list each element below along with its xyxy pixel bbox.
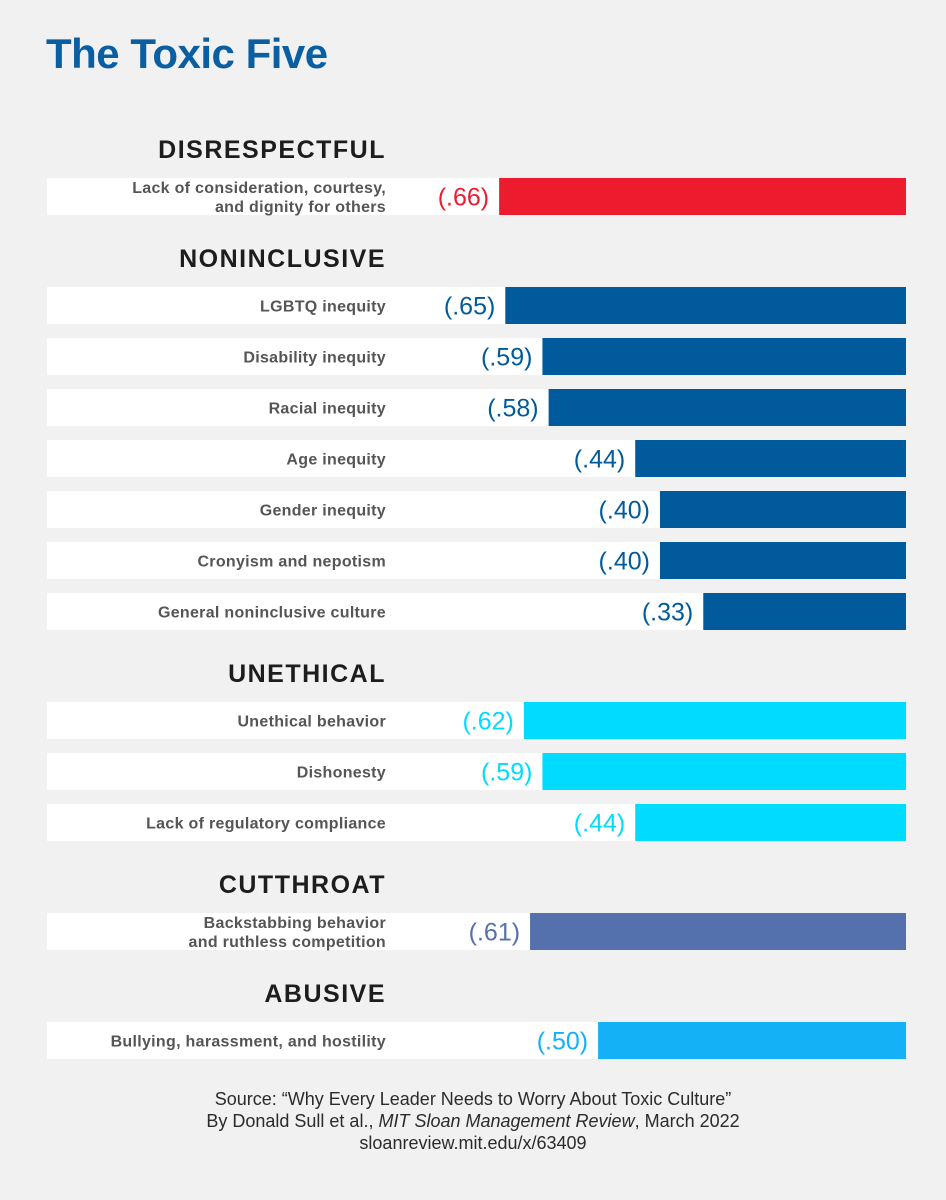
value-label: (.33) <box>642 599 693 627</box>
value-label: (.50) <box>537 1028 588 1056</box>
value-label: (.58) <box>487 395 538 423</box>
group-heading-abusive: ABUSIVE <box>264 980 386 1008</box>
group-heading-unethical: UNETHICAL <box>228 660 386 688</box>
value-label: (.62) <box>462 708 513 736</box>
source-publication: MIT Sloan Management Review <box>378 1111 635 1131</box>
row-label: Unethical behavior <box>237 714 386 731</box>
bar <box>542 753 906 790</box>
toxic-five-bar-chart: DISRESPECTFUL Lack of consideration, cour… <box>47 136 906 1059</box>
bar <box>635 804 906 841</box>
group-heading-noninclusive: NONINCLUSIVE <box>179 245 386 273</box>
row-label: Racial inequity <box>269 401 386 418</box>
bar <box>505 287 906 324</box>
bar <box>635 440 906 477</box>
source-note: Source: “Why Every Leader Needs to Worry… <box>0 1088 946 1154</box>
bar <box>598 1022 906 1059</box>
page-title: The Toxic Five <box>46 30 328 77</box>
row-label: Lack of regulatory compliance <box>146 816 386 833</box>
bar <box>499 178 906 215</box>
source-date: , March 2022 <box>634 1111 740 1131</box>
value-label: (.44) <box>574 446 625 474</box>
value-label: (.40) <box>599 497 650 525</box>
group-heading-cutthroat: CUTTHROAT <box>219 871 386 899</box>
value-label: (.65) <box>444 293 495 321</box>
bar <box>530 913 906 950</box>
row-label: Cronyism and nepotism <box>197 554 386 571</box>
value-label: (.44) <box>574 810 625 838</box>
bar <box>659 542 906 579</box>
bar <box>659 491 906 528</box>
row-label: LGBTQ inequity <box>260 299 386 316</box>
value-label: (.59) <box>481 344 532 372</box>
row-label: Dishonesty <box>297 765 386 782</box>
source-line-2: By Donald Sull et al., MIT Sloan Managem… <box>0 1110 946 1132</box>
bar <box>523 702 906 739</box>
bar <box>542 338 906 375</box>
row-label: Age inequity <box>286 452 386 469</box>
source-line-1: Source: “Why Every Leader Needs to Worry… <box>214 1089 732 1109</box>
source-url[interactable]: sloanreview.mit.edu/x/63409 <box>359 1133 587 1153</box>
row-label: and ruthless competition <box>189 934 386 951</box>
row-label: Gender inequity <box>260 503 386 520</box>
row-label: General noninclusive culture <box>158 605 386 622</box>
bar <box>703 593 906 630</box>
bar <box>548 389 906 426</box>
row-label: Backstabbing behavior <box>204 915 386 932</box>
source-author: By Donald Sull et al., <box>206 1111 379 1131</box>
value-label: (.61) <box>469 919 520 947</box>
value-label: (.66) <box>438 184 489 212</box>
value-label: (.40) <box>599 548 650 576</box>
group-heading-disrespectful: DISRESPECTFUL <box>158 136 386 164</box>
row-label: Bullying, harassment, and hostility <box>111 1034 386 1051</box>
row-label: Lack of consideration, courtesy, <box>132 180 386 197</box>
row-label: Disability inequity <box>243 350 386 367</box>
value-label: (.59) <box>481 759 532 787</box>
row-label: and dignity for others <box>215 199 386 216</box>
